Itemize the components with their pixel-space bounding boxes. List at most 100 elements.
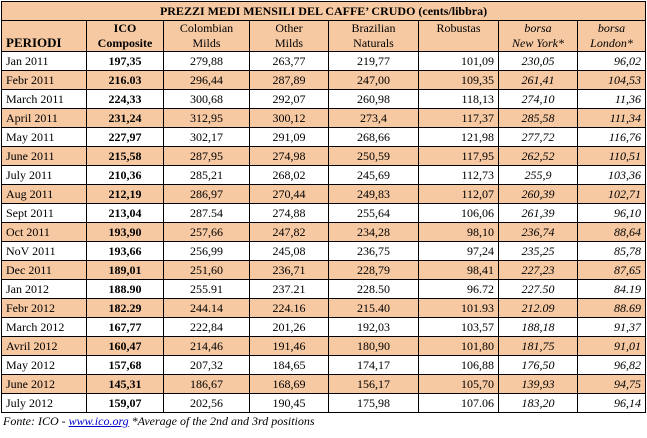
cell-borsa-london: 103,36 xyxy=(576,165,647,185)
table-row: March 2012 167,77 222,84 201,26 192,03 103,57… xyxy=(1,317,647,337)
cell-colombian-milds: 300,68 xyxy=(163,89,250,109)
cell-brazilian-naturals: 249,83 xyxy=(328,184,419,204)
table-row: Jan 2012 188.90 255.91 237.21 228.50 96.72 227… xyxy=(1,279,647,299)
cell-borsa-london: 102,71 xyxy=(576,184,647,204)
cell-brazilian-naturals: 228.50 xyxy=(328,279,419,299)
cell-period: April 2011 xyxy=(1,108,87,128)
cell-borsa-london: 96,02 xyxy=(576,51,647,71)
cell-borsa-london: 85,78 xyxy=(576,241,647,261)
cell-borsa-london: 11,36 xyxy=(576,89,647,109)
cell-robustas: 107.06 xyxy=(418,393,499,413)
cell-colombian-milds: 256,99 xyxy=(163,241,250,261)
table-row: Avril 2012 160,47 214,46 191,46 180,90 101,80… xyxy=(1,336,647,356)
table-row: May 2012 157,68 207,32 184,65 174,17 106,88 17… xyxy=(1,355,647,375)
cell-ico-composite: 145,31 xyxy=(86,374,164,394)
cell-period: Jan 2011 xyxy=(1,51,87,71)
cell-borsa-new-york: 227.50 xyxy=(498,279,578,299)
cell-brazilian-naturals: 180,90 xyxy=(328,336,419,356)
cell-ico-composite: 167,77 xyxy=(86,317,164,337)
cell-brazilian-naturals: 245,69 xyxy=(328,165,419,185)
header-periodi: PERIODI xyxy=(1,20,87,52)
cell-colombian-milds: 286,97 xyxy=(163,184,250,204)
cell-period: May 2011 xyxy=(1,127,87,147)
cell-brazilian-naturals: 228,79 xyxy=(328,260,419,280)
cell-other-milds: 201,26 xyxy=(249,317,329,337)
cell-other-milds: 191,46 xyxy=(249,336,329,356)
cell-colombian-milds: 255.91 xyxy=(163,279,250,299)
cell-borsa-london: 104,53 xyxy=(576,70,647,90)
cell-brazilian-naturals: 215.40 xyxy=(328,298,419,318)
cell-borsa-new-york: 255,9 xyxy=(498,165,578,185)
ico-link[interactable]: www.ico.org xyxy=(68,414,129,428)
cell-borsa-london: 84.19 xyxy=(576,279,647,299)
cell-period: Dec 2011 xyxy=(1,260,87,280)
cell-colombian-milds: 279,88 xyxy=(163,51,250,71)
cell-period: June 2012 xyxy=(1,374,87,394)
cell-colombian-milds: 312,95 xyxy=(163,108,250,128)
header-borsa-new-york: borsa New York* xyxy=(498,20,578,52)
cell-robustas: 103,57 xyxy=(418,317,499,337)
table-title: PREZZI MEDI MENSILI DEL CAFFE’ CRUDO (ce… xyxy=(0,1,647,21)
cell-other-milds: 274,98 xyxy=(249,146,329,166)
cell-ico-composite: 160,47 xyxy=(86,336,164,356)
table-row: May 2011 227,97 302,17 291,09 268,66 121,98 27… xyxy=(1,127,647,147)
cell-brazilian-naturals: 236,75 xyxy=(328,241,419,261)
header-robustas: Robustas xyxy=(418,20,499,52)
cell-borsa-new-york: 139,93 xyxy=(498,374,578,394)
header-brazilian-naturals: Brazilian Naturals xyxy=(328,20,419,52)
cell-brazilian-naturals: 174,17 xyxy=(328,355,419,375)
cell-other-milds: 270,44 xyxy=(249,184,329,204)
cell-other-milds: 287,89 xyxy=(249,70,329,90)
cell-period: Aug 2011 xyxy=(1,184,87,204)
cell-borsa-new-york: 212.09 xyxy=(498,298,578,318)
cell-other-milds: 291,09 xyxy=(249,127,329,147)
cell-colombian-milds: 251,60 xyxy=(163,260,250,280)
cell-robustas: 109,35 xyxy=(418,70,499,90)
header-borsa-london: borsa London* xyxy=(576,20,647,52)
cell-robustas: 112,07 xyxy=(418,184,499,204)
cell-period: Sept 2011 xyxy=(1,203,87,223)
cell-colombian-milds: 285,21 xyxy=(163,165,250,185)
cell-ico-composite: 210,36 xyxy=(86,165,164,185)
table-row: June 2011 215,58 287,95 274,98 250,59 117,95 2… xyxy=(1,146,647,166)
cell-borsa-new-york: 235,25 xyxy=(498,241,578,261)
cell-colombian-milds: 186,67 xyxy=(163,374,250,394)
cell-brazilian-naturals: 260,98 xyxy=(328,89,419,109)
cell-colombian-milds: 302,17 xyxy=(163,127,250,147)
cell-robustas: 101.93 xyxy=(418,298,499,318)
cell-ico-composite: 189,01 xyxy=(86,260,164,280)
cell-other-milds: 224.16 xyxy=(249,298,329,318)
cell-ico-composite: 188.90 xyxy=(86,279,164,299)
cell-robustas: 106,88 xyxy=(418,355,499,375)
table-row: April 2011 231,24 312,95 300,12 273,4 117,37 2… xyxy=(1,108,647,128)
cell-period: July 2011 xyxy=(1,165,87,185)
cell-robustas: 101,80 xyxy=(418,336,499,356)
cell-ico-composite: 197,35 xyxy=(86,51,164,71)
table-row: NoV 2011 193,66 256,99 245,08 236,75 97,24 235… xyxy=(1,241,647,261)
cell-robustas: 97,24 xyxy=(418,241,499,261)
table-row: March 2011 224,33 300,68 292,07 260,98 118,13… xyxy=(1,89,647,109)
title-row: PREZZI MEDI MENSILI DEL CAFFE’ CRUDO (ce… xyxy=(0,1,647,21)
cell-borsa-london: 94,75 xyxy=(576,374,647,394)
cell-ico-composite: 215,58 xyxy=(86,146,164,166)
cell-borsa-london: 110,51 xyxy=(576,146,647,166)
cell-brazilian-naturals: 175,98 xyxy=(328,393,419,413)
cell-other-milds: 184,65 xyxy=(249,355,329,375)
cell-other-milds: 274,88 xyxy=(249,203,329,223)
coffee-price-table: PREZZI MEDI MENSILI DEL CAFFE’ CRUDO (ce… xyxy=(0,1,647,413)
cell-borsa-new-york: 236,74 xyxy=(498,222,578,242)
cell-borsa-london: 88.69 xyxy=(576,298,647,318)
cell-brazilian-naturals: 219,77 xyxy=(328,51,419,71)
cell-period: Febr 2011 xyxy=(1,70,87,90)
header-row: PERIODI ICO Composite Colombian Milds Othe… xyxy=(1,20,647,52)
cell-ico-composite: 224,33 xyxy=(86,89,164,109)
cell-period: Avril 2012 xyxy=(1,336,87,356)
cell-brazilian-naturals: 192,03 xyxy=(328,317,419,337)
table-row: Oct 2011 193,90 257,66 247,82 234,28 98,10 236… xyxy=(1,222,647,242)
table-row: Jan 2011 197,35 279,88 263,77 219,77 101,09 23… xyxy=(1,51,647,71)
cell-other-milds: 263,77 xyxy=(249,51,329,71)
cell-brazilian-naturals: 273,4 xyxy=(328,108,419,128)
cell-borsa-london: 116,76 xyxy=(576,127,647,147)
cell-borsa-new-york: 262,52 xyxy=(498,146,578,166)
cell-borsa-new-york: 230,05 xyxy=(498,51,578,71)
